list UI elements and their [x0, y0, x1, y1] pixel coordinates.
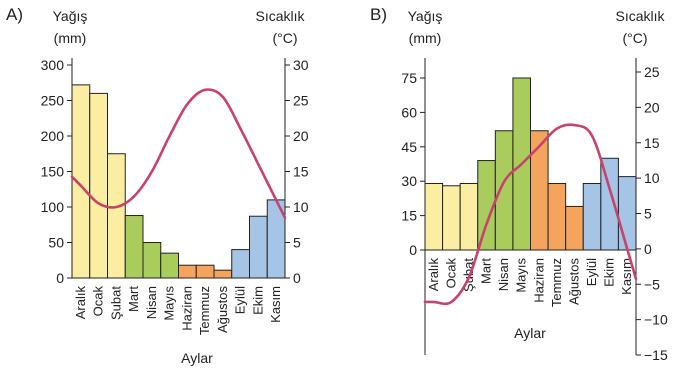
chart-a-panel-label: A): [6, 5, 23, 24]
chart-a-month-label-0: Aralık: [73, 286, 88, 320]
chart-a-left-axis-unit: (mm): [54, 30, 87, 46]
chart-a-bars: [71, 84, 286, 279]
chart-b-bar-9: [582, 182, 602, 251]
chart-a-left-tick-label: 200: [41, 128, 65, 144]
chart-a-right-tick-label: 30: [293, 57, 309, 73]
chart-a-temperature-line: [70, 88, 287, 219]
chart-b-left-tick-label: 15: [401, 208, 417, 224]
chart-b-month-label-1: Ocak: [443, 258, 458, 289]
chart-a-month-label-7: Temmuz: [197, 286, 212, 335]
chart-b-right-tick-label: −10: [644, 312, 668, 328]
chart-a-bar-4: [142, 242, 162, 279]
chart-b-left-tick-label: 75: [401, 70, 417, 86]
chart-a-right-axis-unit: (°C): [272, 30, 297, 46]
chart-a-left-tick-label: 250: [41, 93, 65, 109]
chart-b-right-tick-label: −5: [644, 276, 660, 292]
chart-b-left-axis-title: Yağış: [408, 8, 443, 24]
chart-a-month-labels: Aralık Ocak Şubat Mart Nisan Mayıs Haziran Temm…: [73, 286, 283, 336]
chart-a-left-tick-label: 0: [56, 270, 64, 286]
chart-a-right-axis-title: Sıcaklık: [255, 8, 305, 24]
chart-a-month-label-10: Ekim: [250, 286, 265, 315]
chart-b-panel-label: B): [370, 5, 387, 24]
chart-a-right-tick-label: 0: [293, 270, 301, 286]
chart-a-bar-6: [178, 264, 197, 279]
chart-a-x-axis-title: Aylar: [181, 350, 213, 366]
chart-b-month-label-11: Kasım: [619, 258, 634, 295]
chart-a-right-tick-label: 15: [293, 164, 309, 180]
chart-b-right-tick-label: 15: [644, 135, 660, 151]
chart-b-right-tick-label: 20: [644, 99, 660, 115]
chart-a-left-tick-label: 100: [41, 199, 65, 215]
chart-b-month-label-6: Haziran: [531, 258, 546, 303]
chart-a-bar-9: [231, 249, 250, 279]
chart-a-month-label-4: Nisan: [144, 286, 159, 319]
chart-a-bar-1: [89, 92, 108, 279]
chart-b-right-tick-label: 10: [644, 170, 660, 186]
chart-a-left-tick-label: 50: [48, 235, 64, 251]
chart-a-left-tick-label: 150: [41, 164, 65, 180]
chart-b-left-tick-label: 0: [409, 242, 417, 258]
chart-b-right-axis-title: Sıcaklık: [615, 8, 665, 24]
chart-a-left-tick-label: 300: [41, 57, 65, 73]
chart-b-month-labels: Aralık Ocak Şubat Mart Nisan Mayıs Haziran Temm…: [426, 258, 634, 308]
chart-b-left-axis-unit: (mm): [409, 30, 442, 46]
chart-a-month-label-8: Ağustos: [215, 286, 230, 333]
chart-b-left-tick-label: 45: [401, 139, 417, 155]
chart-b-left-tick-label: 60: [401, 104, 417, 120]
chart-b-temperature-line: [423, 123, 638, 306]
chart-b-month-label-7: Temmuz: [549, 258, 564, 307]
chart-a-right-tick-label: 10: [293, 199, 309, 215]
chart-b-right-tick-label: 25: [644, 64, 660, 80]
chart-a-bar-5: [160, 252, 179, 279]
chart-a-right-tick-label: 5: [293, 235, 301, 251]
chart-a-ticks: 0 50 100 150 200 250 300 0 5 10 15 20 25 30: [41, 57, 309, 286]
chart-b-bar-4: [494, 130, 514, 251]
chart-a-month-label-6: Haziran: [179, 286, 194, 331]
chart-b-bar-0: [424, 182, 444, 251]
chart-b-month-label-5: Mayıs: [514, 258, 529, 293]
chart-a-bar-2: [107, 153, 126, 279]
chart-b-bars: [424, 77, 637, 251]
chart-b-right-axis-unit: (°C): [622, 30, 647, 46]
chart-a-bar-8: [213, 269, 233, 279]
chart-b-bar-11: [617, 176, 637, 251]
chart-a-right-tick-label: 25: [293, 93, 309, 109]
chart-b-bar-6: [530, 130, 549, 251]
chart-a-month-label-2: Şubat: [108, 286, 123, 320]
chart-b-month-label-8: Ağustos: [566, 258, 581, 305]
chart-b-ticks: 0 15 30 45 60 75 −15 −10 −5 0 5 10 15 20 25: [401, 64, 668, 363]
chart-b-right-tick-label: 0: [644, 241, 652, 257]
chart-b-left-tick-label: 30: [401, 173, 417, 189]
chart-b-x-axis-title: Aylar: [514, 325, 546, 341]
chart-a-month-label-5: Mayıs: [162, 286, 177, 321]
chart-a-bar-7: [195, 264, 215, 279]
chart-a-right-tick-label: 20: [293, 128, 309, 144]
chart-a-left-axis-title: Yağış: [53, 8, 88, 24]
chart-a-bar-3: [124, 215, 144, 279]
chart-a-month-label-1: Ocak: [91, 286, 106, 317]
chart-b-month-label-9: Eylül: [584, 258, 599, 286]
chart-b-bar-2: [459, 182, 479, 251]
chart-b: B) Yağış (mm) Sıcaklık (°C) 0 15 30 45 60 75 −…: [370, 5, 668, 363]
chart-b-month-label-4: Nisan: [496, 258, 511, 291]
chart-b-bar-7: [547, 182, 567, 251]
chart-b-month-label-3: Mart: [479, 258, 494, 284]
chart-a-bar-0: [71, 84, 91, 279]
chart-a-month-label-9: Eylül: [233, 286, 248, 314]
chart-b-bar-8: [565, 205, 584, 251]
chart-a-month-label-3: Mart: [126, 286, 141, 312]
chart-b-month-label-10: Ekim: [602, 258, 617, 287]
chart-b-right-tick-label: −15: [644, 347, 668, 363]
chart-b-month-label-0: Aralık: [426, 258, 441, 292]
chart-b-right-tick-label: 5: [644, 206, 652, 222]
chart-b-bar-1: [442, 185, 461, 251]
chart-a-month-label-11: Kasım: [268, 286, 283, 323]
chart-a: A) Yağış (mm) Sıcaklık (°C) 050100150200…: [6, 5, 309, 366]
chart-a-bar-10: [249, 215, 268, 279]
